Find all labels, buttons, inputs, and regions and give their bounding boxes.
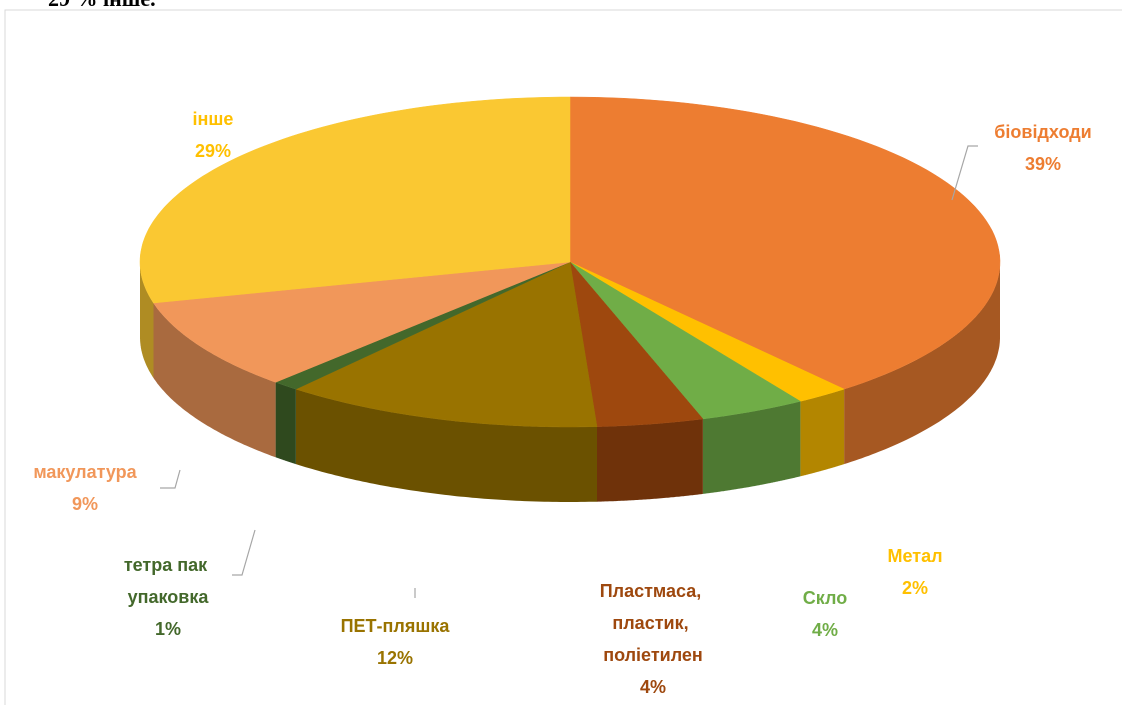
slice-side <box>295 389 597 502</box>
leader-line <box>232 529 256 576</box>
slice <box>139 96 571 304</box>
value-label: 29% <box>195 141 231 161</box>
leader-line <box>160 469 181 489</box>
slice <box>569 261 704 427</box>
slice-side <box>275 382 296 465</box>
slice <box>153 261 571 383</box>
slice-side <box>800 389 845 477</box>
category-label: інше <box>193 109 234 129</box>
category-label: ПЕТ-пляшка <box>341 616 451 636</box>
value-label: 12% <box>377 648 413 668</box>
value-label: 4% <box>640 677 666 697</box>
category-label: Скло <box>803 588 847 608</box>
slice-side <box>844 262 1000 465</box>
category-label: тетра пак упаковка <box>124 555 212 607</box>
slice <box>569 261 802 420</box>
value-label: 4% <box>812 620 838 640</box>
value-label: 1% <box>155 619 181 639</box>
category-label: макулатура <box>33 462 137 482</box>
slice-side <box>140 262 154 378</box>
slice <box>569 261 845 402</box>
slice <box>569 96 1001 390</box>
slice <box>295 261 598 428</box>
slice-side <box>702 401 801 494</box>
slice <box>274 261 571 390</box>
slice-side <box>597 418 703 502</box>
value-label: 2% <box>902 578 928 598</box>
value-label: 39% <box>1025 154 1061 174</box>
category-label: Метал <box>887 546 942 566</box>
leader-line <box>951 145 978 201</box>
caption-fragment: 29 % інше. <box>48 0 156 11</box>
category-label: біовідходи <box>994 122 1091 142</box>
slice-side <box>153 303 276 458</box>
value-label: 9% <box>72 494 98 514</box>
category-label: Пластмаса, пластик, поліетилен <box>600 581 707 665</box>
